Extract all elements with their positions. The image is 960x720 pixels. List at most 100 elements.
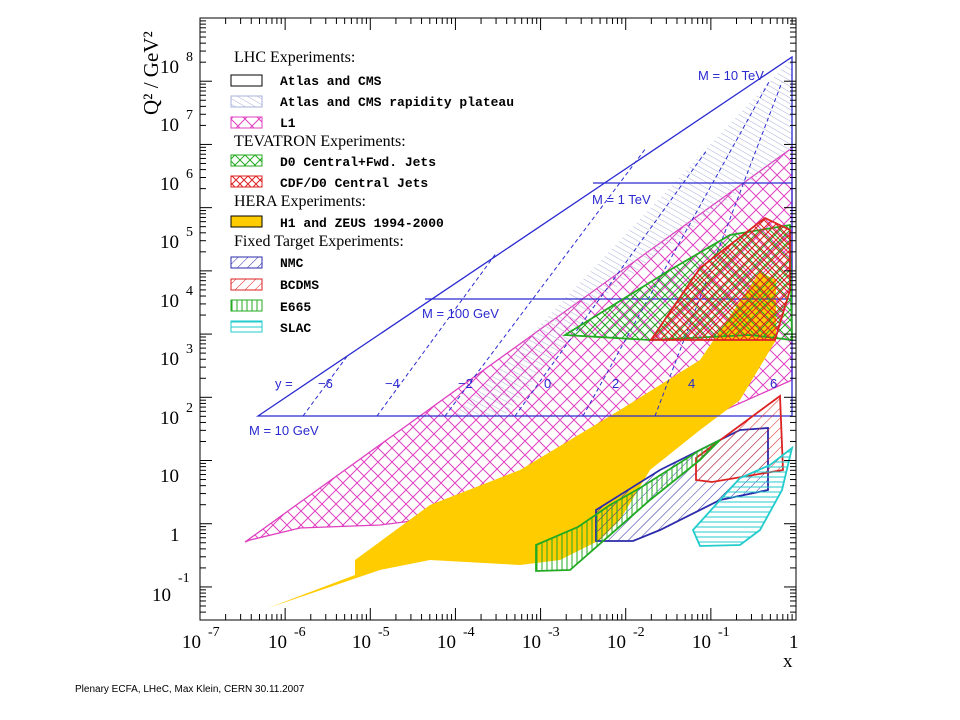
rapidity-label-0: 0 [544,376,551,391]
legend-swatch-plateau [230,95,263,108]
svg-text:10: 10 [160,232,179,253]
y-tick-label-1e8: 10 8 [160,50,193,78]
rapidity-label-m4: −4 [385,376,400,391]
legend-swatch-d0 [230,154,263,167]
footer-credit: Plenary ECFA, LHeC, Max Klein, CERN 30.1… [75,684,305,695]
y-tick-label-1e3: 10 3 [160,342,193,370]
svg-text:4: 4 [186,284,193,299]
legend-label-bcdms: BCDMS [280,278,319,293]
y-axis-title: Q² / GeV² [139,31,163,115]
region-hera [268,272,776,608]
legend-label-l1: L1 [280,116,296,131]
svg-text:10: 10 [522,632,541,653]
svg-text:-7: -7 [208,625,220,640]
x-tick-label-1e-2: 10 -2 [607,625,645,653]
region-atlas-cms-plateau [455,58,792,415]
svg-text:2: 2 [186,401,193,416]
region-cdf-d0-jets [649,216,791,341]
x-tick-label-1e-7: 10 -7 [182,625,220,653]
svg-text:10: 10 [352,632,371,653]
legend-swatch-e665 [230,299,263,312]
svg-text:10: 10 [607,632,626,653]
x-tick-label-1e-6: 10 -6 [268,625,306,653]
rapidity-label-6: 6 [770,376,777,391]
svg-text:-1: -1 [178,571,190,586]
legend-group-hera: HERA Experiments: [234,193,366,210]
y-tick-labels: 10 -1 1 10 10 2 10 3 10 4 10 5 10 6 10 7 10 8 [152,50,193,606]
svg-text:10: 10 [692,632,711,653]
svg-text:6: 6 [186,167,193,182]
legend-label-slac: SLAC [280,321,311,336]
svg-text:-5: -5 [378,625,390,640]
svg-text:-2: -2 [633,625,645,640]
y-tick-label-1e-1: 10 -1 [152,571,190,606]
legend-swatch-cdf-d0 [230,175,263,188]
mass-label-10tev: M = 10 TeV [698,68,764,83]
x-axis-title: x [783,651,793,672]
legend-group-lhc: LHC Experiments: [234,49,355,66]
y-tick-label-1: 1 [170,525,180,546]
legend-group-fixed: Fixed Target Experiments: [234,233,404,250]
svg-text:10: 10 [160,349,179,370]
legend-label-atlas-cms: Atlas and CMS [280,74,382,89]
rapidity-label-m6: −6 [318,376,333,391]
y-tick-label-1e4: 10 4 [160,284,193,312]
legend-swatch-hera [230,215,263,228]
svg-text:-3: -3 [548,625,560,640]
svg-text:10: 10 [182,632,201,653]
y-tick-label-1e6: 10 6 [160,167,193,195]
svg-text:10: 10 [160,115,179,136]
region-atlas-cms [255,55,793,417]
rapidity-labels: y = −6 −4 −2 0 2 4 6 [275,376,777,391]
mass-label-10gev: M = 10 GeV [249,423,319,438]
rapidity-label-4: 4 [688,376,695,391]
svg-text:10: 10 [160,57,179,78]
region-e665 [535,439,721,572]
plot-frame [199,17,797,621]
mass-label-1tev: M = 1 TeV [592,192,651,207]
svg-text:1: 1 [789,632,799,653]
svg-text:7: 7 [186,108,193,123]
mass-label-100gev: M = 100 GeV [422,306,499,321]
axis-ticks [199,18,797,621]
y-tick-label-1e5: 10 5 [160,225,193,253]
svg-text:10: 10 [160,291,179,312]
rapidity-label-2: 2 [612,376,619,391]
x-tick-label-1: 1 [789,632,799,653]
legend-label-e665: E665 [280,300,311,315]
x-tick-label-1e-4: 10 -4 [437,625,475,653]
legend: LHC Experiments: Atlas and CMS Atlas and… [230,49,514,336]
svg-text:-6: -6 [294,625,306,640]
legend-swatch-slac [230,320,263,333]
y-tick-label-10: 10 [160,466,179,487]
region-slac [691,445,794,547]
legend-swatch-l1 [230,116,263,129]
x-tick-label-1e-1: 10 -1 [692,625,730,653]
x-tick-labels: 10 -7 10 -6 10 -5 10 -4 10 -3 10 -2 10 -1 1 [182,625,799,653]
legend-swatch-nmc [230,256,263,269]
svg-text:10: 10 [160,408,179,429]
svg-text:3: 3 [186,342,193,357]
svg-text:10: 10 [160,174,179,195]
y-tick-label-1e2: 10 2 [160,401,193,429]
legend-group-tevatron: TEVATRON Experiments: [234,133,406,150]
rapidity-label-m2: −2 [458,376,473,391]
x-tick-label-1e-5: 10 -5 [352,625,390,653]
legend-swatch-bcdms [230,278,263,291]
svg-text:10: 10 [160,466,179,487]
svg-text:10: 10 [268,632,287,653]
svg-text:1: 1 [170,525,180,546]
rapidity-label-y: y = [275,376,293,391]
legend-label-plateau: Atlas and CMS rapidity plateau [280,95,514,110]
legend-label-cdf-d0: CDF/D0 Central Jets [280,176,428,191]
legend-label-d0: D0 Central+Fwd. Jets [280,155,436,170]
svg-text:10: 10 [152,585,171,606]
svg-text:10: 10 [437,632,456,653]
svg-text:8: 8 [186,50,193,65]
legend-swatch-atlas-cms [230,74,263,87]
legend-label-hera: H1 and ZEUS 1994-2000 [280,216,444,231]
legend-label-nmc: NMC [280,256,304,271]
svg-text:-4: -4 [463,625,475,640]
svg-text:5: 5 [186,225,193,240]
